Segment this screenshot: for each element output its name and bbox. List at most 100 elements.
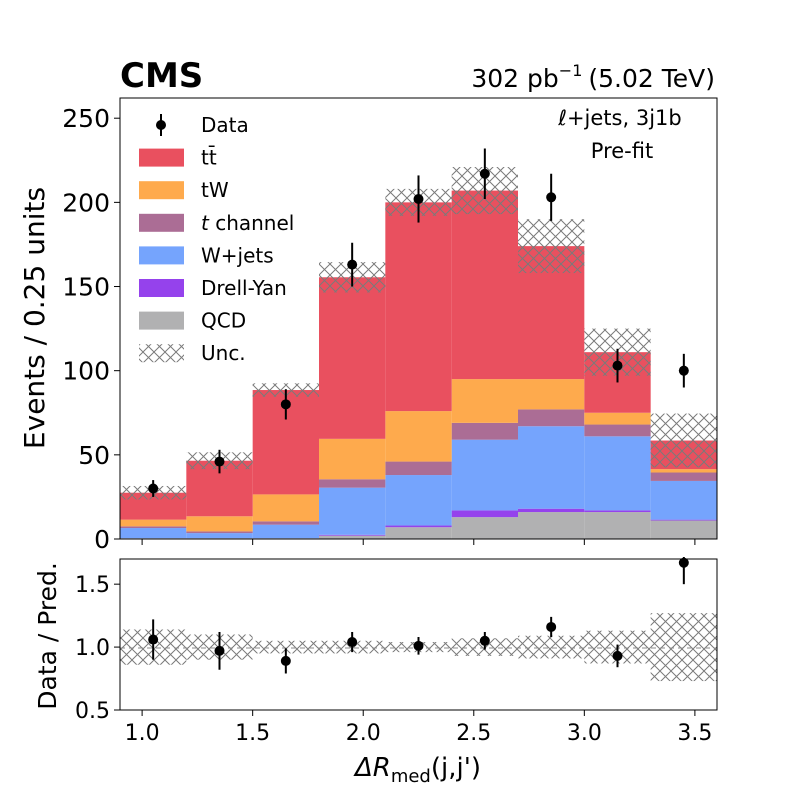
- y-tick-label-50: 50: [78, 441, 110, 470]
- energy-value: (5.02 TeV): [588, 64, 715, 93]
- y-tick-label-250: 250: [62, 104, 110, 133]
- legend-swatch-qcd: [139, 311, 184, 330]
- legend-swatch-unc: [139, 344, 184, 363]
- bar-wjets-1: [120, 528, 187, 539]
- legend-label-wjets: W+jets: [201, 243, 274, 267]
- main-axes: 0 50 100 150 200 250: [62, 104, 696, 554]
- legend-label-unc: Unc.: [201, 341, 246, 365]
- bar-dy-6: [451, 510, 518, 518]
- data-point-4: [347, 259, 358, 270]
- legend-label-data: Data: [201, 113, 249, 137]
- data-point-3: [280, 399, 291, 410]
- bar-wjets-4: [319, 487, 386, 535]
- ratio-point-1: [148, 634, 159, 645]
- ratio-point-3: [280, 655, 291, 666]
- ratio-y-tick-label-1.5: 1.5: [75, 573, 110, 598]
- legend-label-ttbar: tt̄: [201, 145, 217, 170]
- data-point-2: [214, 456, 225, 467]
- legend-swatch-dy: [139, 279, 184, 297]
- bar-dy-9: [650, 519, 717, 521]
- legend-item-qcd: QCD: [139, 309, 246, 333]
- ratio-axes: 0.5 1.0 1.5 1.0 1.5 2.0 2.5 3.0 3.5: [75, 573, 712, 746]
- legend-label-tchan: t channel: [201, 211, 294, 235]
- legend-item-tchan: t channel: [139, 211, 294, 235]
- bar-wjets-7: [518, 426, 585, 509]
- bar-dy-5: [385, 525, 452, 528]
- bar-tchan-7: [518, 409, 585, 427]
- bar-tw-5: [385, 411, 452, 462]
- data-point-7: [546, 192, 557, 203]
- unc-band-9: [650, 413, 717, 468]
- ratio-y-tick-label-0.5: 0.5: [75, 699, 110, 724]
- data-point-9: [678, 365, 689, 376]
- bar-ttbar-6: [451, 190, 518, 380]
- bar-tchan-6: [451, 422, 518, 440]
- x-axis-title-tail: (j,j'): [431, 753, 481, 783]
- legend-label-qcd: QCD: [201, 309, 246, 333]
- bar-tchan-3: [252, 521, 319, 525]
- ratio-point-5: [413, 640, 424, 651]
- bar-tchan-1: [120, 526, 187, 529]
- data-point-1: [148, 483, 159, 494]
- legend-marker-dot: [156, 120, 166, 130]
- bar-dy-7: [518, 508, 585, 513]
- ratio-point-8: [612, 650, 623, 661]
- bar-tw-8: [584, 412, 651, 425]
- bar-tchan-2: [186, 531, 253, 534]
- ratio-unc-7: [518, 635, 585, 659]
- bar-dy-8: [584, 510, 651, 513]
- bar-tchan-8: [584, 424, 651, 437]
- y-tick-label-100: 100: [62, 357, 110, 386]
- legend-item-dy: Drell-Yan: [139, 276, 287, 300]
- bar-wjets-2: [186, 533, 253, 539]
- x-axis-title: ΔRmed(j,j'): [353, 753, 481, 787]
- x-axis-title-symbol: ΔR: [353, 753, 391, 783]
- bar-tw-9: [650, 469, 717, 473]
- legend-item-tw: tW: [139, 178, 229, 202]
- ratio-y-tick-label-1.0: 1.0: [75, 636, 110, 661]
- bar-qcd-5: [385, 527, 452, 539]
- legend-item-data: Data: [156, 113, 249, 137]
- legend-swatch-wjets: [139, 246, 184, 265]
- y-axis-title: Events / 0.25 units: [18, 187, 51, 449]
- legend-swatch-tchan: [139, 213, 184, 232]
- lumi-value: 302 pb: [471, 64, 558, 93]
- fit-label: Pre-fit: [591, 139, 653, 163]
- y-tick-label-200: 200: [62, 188, 110, 217]
- bar-qcd-4: [319, 535, 386, 539]
- legend-label-dy: Drell-Yan: [201, 276, 287, 300]
- bar-tw-4: [319, 438, 386, 480]
- bar-tchan-5: [385, 461, 452, 476]
- bar-tw-7: [518, 379, 585, 410]
- channel-label: ℓ+jets, 3j1b: [557, 106, 681, 130]
- ratio-point-4: [347, 637, 358, 648]
- x-tick-label-3.0: 3.0: [567, 721, 602, 746]
- bar-qcd-9: [650, 520, 717, 539]
- ratio-unc-3: [252, 640, 319, 654]
- bar-wjets-9: [650, 480, 717, 520]
- y-tick-label-150: 150: [62, 273, 110, 302]
- x-tick-label-2.0: 2.0: [346, 721, 381, 746]
- bar-tw-1: [120, 519, 187, 527]
- x-axis-title-subscript: med: [391, 766, 431, 787]
- bar-dy-4: [319, 534, 386, 536]
- data-point-5: [413, 193, 424, 204]
- cms-label: CMS: [120, 56, 203, 96]
- ratio-points: [148, 557, 689, 674]
- legend: Data tt̄ tW t channel W+jets Drell-Yan QCD Unc.: [139, 113, 294, 365]
- bar-tw-6: [451, 379, 518, 423]
- lumi-energy-label: 302 pb−1 (5.02 TeV): [471, 61, 715, 93]
- bar-tchan-9: [650, 472, 717, 481]
- bar-ttbar-4: [319, 277, 386, 439]
- bar-wjets-3: [252, 524, 319, 539]
- bar-qcd-7: [518, 512, 585, 539]
- legend-item-unc: Unc.: [139, 341, 246, 365]
- bar-ttbar-5: [385, 202, 452, 412]
- main-plot-frame: [119, 97, 718, 540]
- data-point-6: [479, 168, 490, 179]
- ratio-point-7: [546, 621, 557, 632]
- legend-swatch-ttbar: [139, 148, 184, 167]
- bar-qcd-6: [451, 517, 518, 539]
- ratio-point-2: [214, 645, 225, 656]
- ratio-y-axis-title: Data / Pred.: [33, 562, 62, 710]
